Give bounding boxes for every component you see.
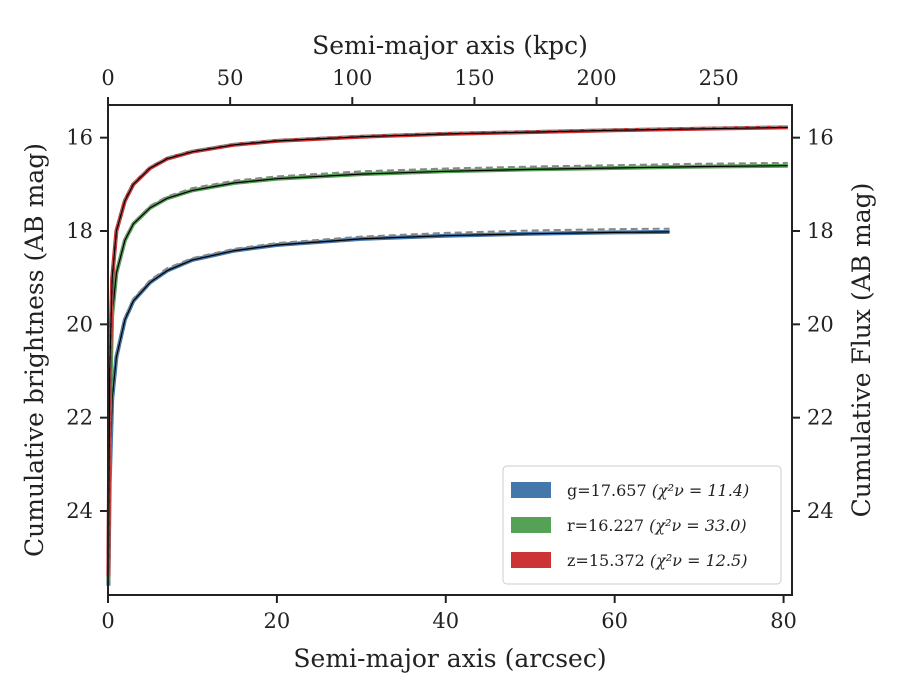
right-y-axis: 16 18 20 22 24 — [792, 126, 834, 523]
x-axis-title-top: Semi-major axis (kpc) — [312, 31, 588, 60]
y-tick-label: 16 — [66, 126, 93, 150]
legend: g=17.657 (χ²ν = 11.4)r=16.227 (χ²ν = 33.… — [502, 465, 782, 585]
y-right-tick-label: 16 — [807, 126, 834, 150]
bottom-x-axis: 0 20 40 60 80 — [101, 595, 797, 633]
legend-label-0: g=17.657 (χ²ν = 11.4) — [567, 481, 749, 500]
legend-box — [502, 465, 782, 585]
x-tick-label: 40 — [432, 609, 459, 633]
y-right-tick-label: 20 — [807, 312, 834, 336]
y-axis-title-right: Cumulative Flux (AB mag) — [847, 183, 876, 518]
legend-swatch-2 — [511, 552, 551, 568]
x-top-tick-label: 0 — [101, 66, 114, 90]
y-right-tick-label: 22 — [807, 406, 834, 430]
x-tick-label: 60 — [601, 609, 628, 633]
legend-label-1: r=16.227 (χ²ν = 33.0) — [567, 516, 747, 535]
left-y-axis: 16 18 20 22 24 — [66, 126, 108, 523]
x-tick-label: 0 — [101, 609, 114, 633]
legend-chi-value: (χ²ν = 11.4) — [652, 481, 750, 500]
legend-chi-value: (χ²ν = 33.0) — [649, 516, 747, 535]
x-top-tick-label: 50 — [217, 66, 244, 90]
y-right-tick-label: 18 — [807, 219, 834, 243]
x-axis-title-bottom: Semi-major axis (arcsec) — [293, 644, 606, 673]
x-tick-label: 80 — [770, 609, 797, 633]
x-top-tick-label: 250 — [699, 66, 739, 90]
legend-band-value: r=16.227 — [567, 516, 649, 535]
x-top-tick-label: 100 — [332, 66, 372, 90]
legend-swatch-1 — [511, 517, 551, 533]
plot-frame — [107, 104, 793, 596]
x-top-tick-label: 200 — [577, 66, 617, 90]
legend-band-value: z=15.372 — [567, 551, 650, 570]
legend-chi-value: (χ²ν = 12.5) — [650, 551, 748, 570]
plot-lines — [106, 125, 788, 586]
y-tick-label: 18 — [66, 219, 93, 243]
y-tick-label: 20 — [66, 312, 93, 336]
y-tick-label: 24 — [66, 499, 93, 523]
legend-label-2: z=15.372 (χ²ν = 12.5) — [567, 551, 747, 570]
y-tick-label: 22 — [66, 406, 93, 430]
x-tick-label: 20 — [264, 609, 291, 633]
series-1-model-dashed — [107, 161, 788, 582]
x-top-tick-label: 150 — [454, 66, 494, 90]
top-x-axis: 0 50 100 150 200 250 — [101, 66, 739, 105]
y-axis-title-left: Cumulative brightness (AB mag) — [20, 143, 49, 557]
series-0-profile-line — [107, 231, 670, 586]
series-0-model-dashed — [107, 227, 670, 586]
legend-band-value: g=17.657 — [567, 481, 652, 500]
series-1-profile-line — [107, 165, 788, 582]
series-2-model-dashed — [107, 125, 788, 577]
y-right-tick-label: 24 — [807, 499, 834, 523]
series-2-profile-line — [107, 126, 788, 577]
legend-swatch-0 — [511, 482, 551, 498]
